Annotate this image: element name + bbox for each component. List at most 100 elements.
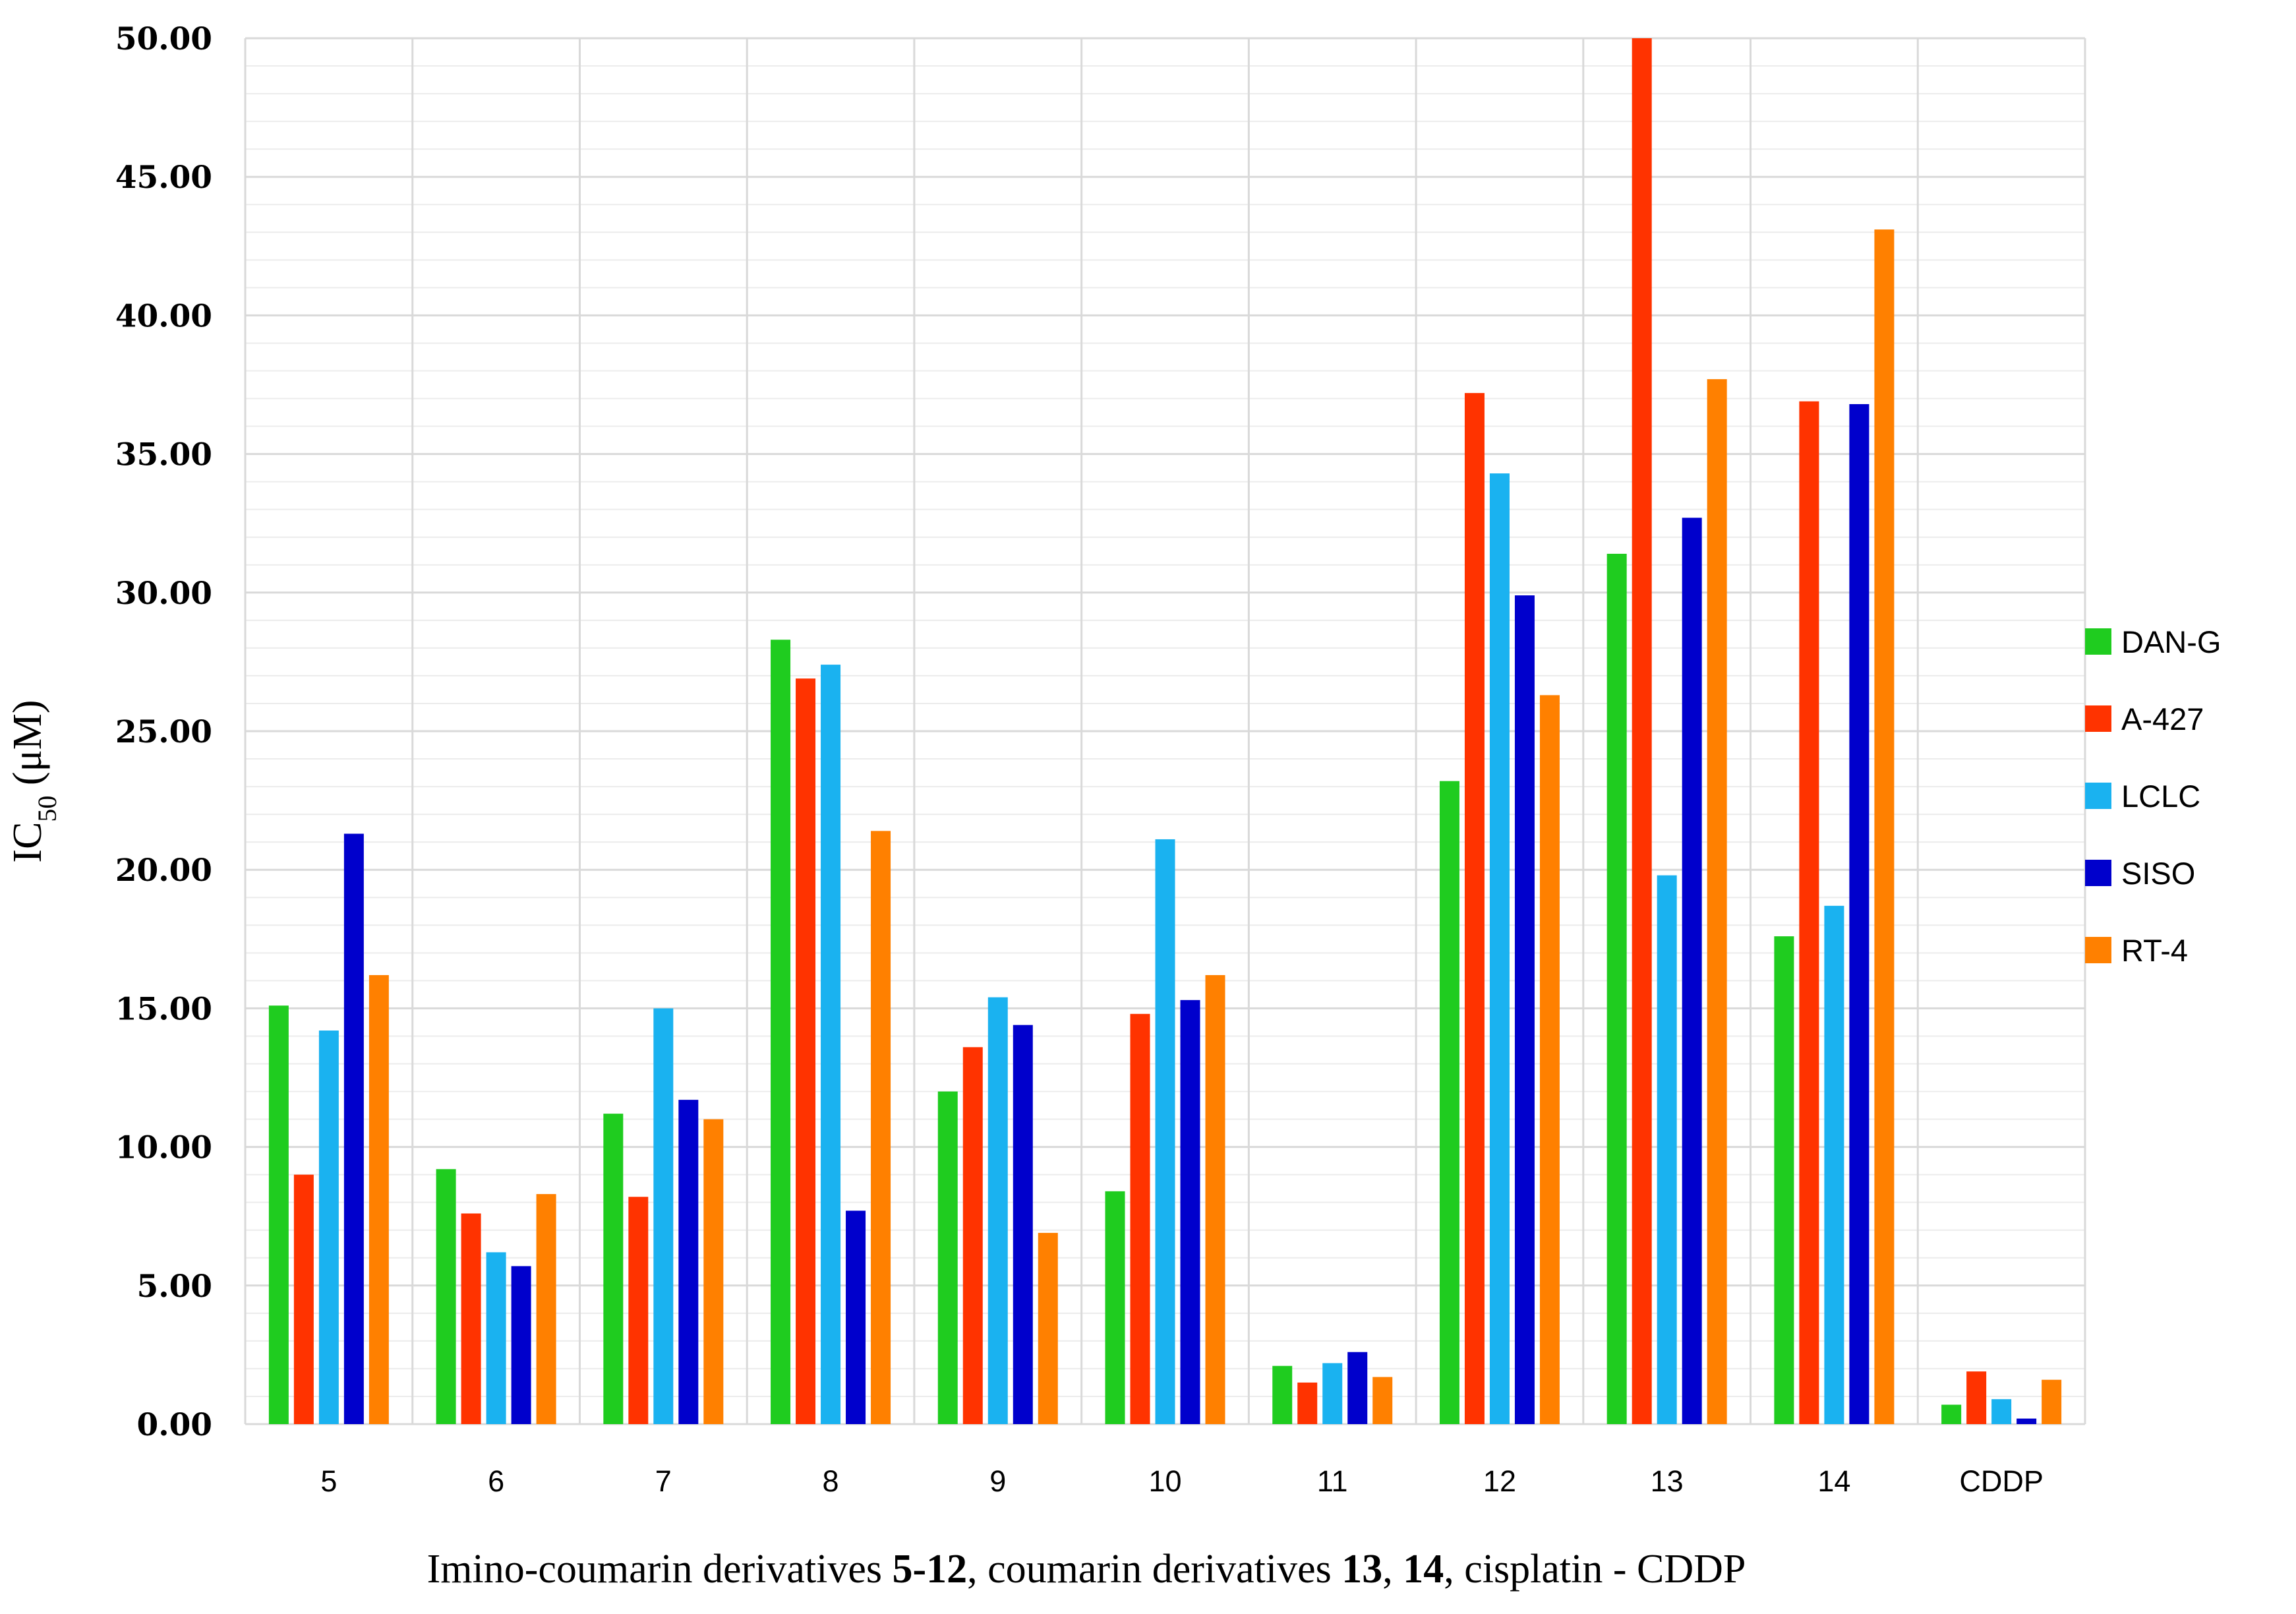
- bar-RT-4-5: [368, 974, 389, 1424]
- y-tick-label: 50.00: [115, 21, 212, 57]
- bar-SISO-13: [1682, 518, 1702, 1424]
- bar-DAN-G-12: [1439, 781, 1459, 1424]
- bar-A-427-11: [1297, 1382, 1318, 1424]
- bar-SISO-8: [846, 1210, 866, 1424]
- bar-RT-4-11: [1372, 1377, 1393, 1424]
- x-tick-label: 13: [1651, 1464, 1684, 1498]
- bar-LCLC-6: [486, 1252, 506, 1424]
- legend-swatch-RT-4: [2085, 937, 2111, 963]
- bar-LCLC-10: [1155, 839, 1175, 1424]
- bar-LCLC-13: [1657, 875, 1677, 1424]
- legend: DAN-G A-427 LCLC SISO RT-4: [2085, 624, 2221, 968]
- bar-RT-4-12: [1539, 695, 1560, 1424]
- bar-SISO-9: [1013, 1025, 1033, 1424]
- x-tick-label: 6: [488, 1464, 504, 1498]
- bar-RT-4-10: [1205, 974, 1225, 1424]
- x-tick-label: 8: [823, 1464, 839, 1498]
- bar-DAN-G-10: [1105, 1191, 1125, 1424]
- bar-DAN-G-6: [436, 1169, 456, 1424]
- legend-label-A-427: A-427: [2121, 702, 2204, 736]
- legend-swatch-LCLC: [2085, 783, 2111, 809]
- bar-SISO-10: [1180, 1000, 1200, 1424]
- bar-LCLC-11: [1322, 1363, 1343, 1424]
- bar-SISO-11: [1347, 1352, 1368, 1424]
- bar-DAN-G-CDDP: [1941, 1404, 1962, 1424]
- y-tick-label: 10.00: [115, 1130, 212, 1166]
- legend-swatch-DAN-G: [2085, 628, 2111, 655]
- bar-SISO-12: [1514, 595, 1535, 1424]
- bar-SISO-6: [511, 1266, 531, 1424]
- bar-LCLC-14: [1824, 905, 1844, 1424]
- x-axis-title-segment: 14: [1403, 1547, 1444, 1592]
- y-tick-label: 45.00: [115, 160, 212, 196]
- bar-DAN-G-9: [937, 1091, 958, 1424]
- y-tick-label: 15.00: [115, 991, 212, 1027]
- y-tick-label: 0.00: [137, 1407, 212, 1443]
- y-tick-label: 25.00: [115, 714, 212, 750]
- legend-swatch-SISO: [2085, 860, 2111, 886]
- legend-swatch-A-427: [2085, 705, 2111, 732]
- bar-A-427-CDDP: [1966, 1371, 1987, 1424]
- bar-LCLC-8: [821, 665, 841, 1424]
- bar-A-427-12: [1464, 393, 1485, 1424]
- bar-RT-4-14: [1874, 229, 1895, 1425]
- x-axis-title-segment: 5-12: [892, 1547, 967, 1592]
- bar-DAN-G-13: [1606, 553, 1627, 1424]
- bar-DAN-G-5: [268, 1005, 289, 1424]
- bar-LCLC-9: [987, 997, 1008, 1424]
- y-axis-ticks: 0.00 5.00 10.00 15.00 20.00 25.00 30.00 35.00 40…: [115, 21, 212, 1443]
- x-axis-ticks: 5 6 7 8 9 10 11 12 13 14 CDDP: [320, 1464, 2044, 1498]
- bar-DAN-G-7: [603, 1114, 624, 1424]
- bar-SISO-14: [1849, 404, 1869, 1424]
- x-tick-label: 12: [1483, 1464, 1516, 1498]
- legend-label-SISO: SISO: [2121, 856, 2195, 891]
- bar-DAN-G-11: [1272, 1365, 1293, 1424]
- y-tick-label: 40.00: [115, 298, 212, 334]
- bar-RT-4-9: [1038, 1232, 1058, 1424]
- x-tick-label: CDDP: [1959, 1464, 2044, 1498]
- x-axis-title: Imino-coumarin derivatives 5-12, coumari…: [427, 1547, 1746, 1592]
- bar-A-427-6: [461, 1213, 481, 1424]
- bar-SISO-5: [343, 833, 364, 1424]
- x-tick-label: 11: [1317, 1464, 1348, 1498]
- bar-SISO-7: [678, 1100, 699, 1424]
- x-tick-label: 5: [320, 1464, 337, 1498]
- bar-RT-4-8: [871, 831, 891, 1424]
- bar-A-427-10: [1130, 1013, 1150, 1424]
- bar-A-427-13: [1632, 38, 1652, 1424]
- y-tick-label: 20.00: [115, 852, 212, 889]
- x-tick-label: 7: [655, 1464, 672, 1498]
- bar-RT-4-6: [536, 1194, 556, 1424]
- x-axis-title-segment: , cisplatin - CDDP: [1444, 1547, 1746, 1592]
- x-axis-title-segment: , coumarin derivatives: [967, 1547, 1341, 1592]
- bar-A-427-8: [796, 678, 816, 1424]
- bar-RT-4-CDDP: [2042, 1379, 2062, 1424]
- bar-DAN-G-8: [771, 640, 791, 1424]
- x-axis-title-segment: Imino-coumarin derivatives: [427, 1547, 893, 1592]
- bar-LCLC-CDDP: [1991, 1399, 2012, 1424]
- y-tick-label: 30.00: [115, 576, 212, 612]
- bar-LCLC-7: [653, 1008, 674, 1424]
- y-tick-label: 35.00: [115, 437, 212, 473]
- x-axis-title-segment: ,: [1382, 1547, 1403, 1592]
- y-tick-label: 5.00: [137, 1269, 212, 1305]
- bar-A-427-7: [628, 1197, 649, 1424]
- bars: [268, 38, 2062, 1425]
- x-tick-label: 9: [989, 1464, 1006, 1498]
- x-axis-title-segment: 13: [1341, 1547, 1382, 1592]
- bar-A-427-14: [1799, 401, 1819, 1424]
- x-tick-label: 14: [1817, 1464, 1850, 1498]
- bar-RT-4-13: [1707, 379, 1727, 1424]
- y-axis-title: IC50 (μM): [5, 700, 62, 862]
- legend-label-RT-4: RT-4: [2121, 933, 2188, 968]
- bar-LCLC-12: [1489, 473, 1510, 1424]
- bar-SISO-CDDP: [2016, 1418, 2037, 1424]
- bar-RT-4-7: [703, 1119, 724, 1424]
- bar-LCLC-5: [318, 1031, 339, 1424]
- bar-A-427-9: [962, 1047, 983, 1424]
- legend-label-LCLC: LCLC: [2121, 779, 2200, 814]
- bar-DAN-G-14: [1774, 936, 1794, 1424]
- bar-A-427-5: [293, 1174, 314, 1424]
- legend-label-DAN-G: DAN-G: [2121, 624, 2221, 659]
